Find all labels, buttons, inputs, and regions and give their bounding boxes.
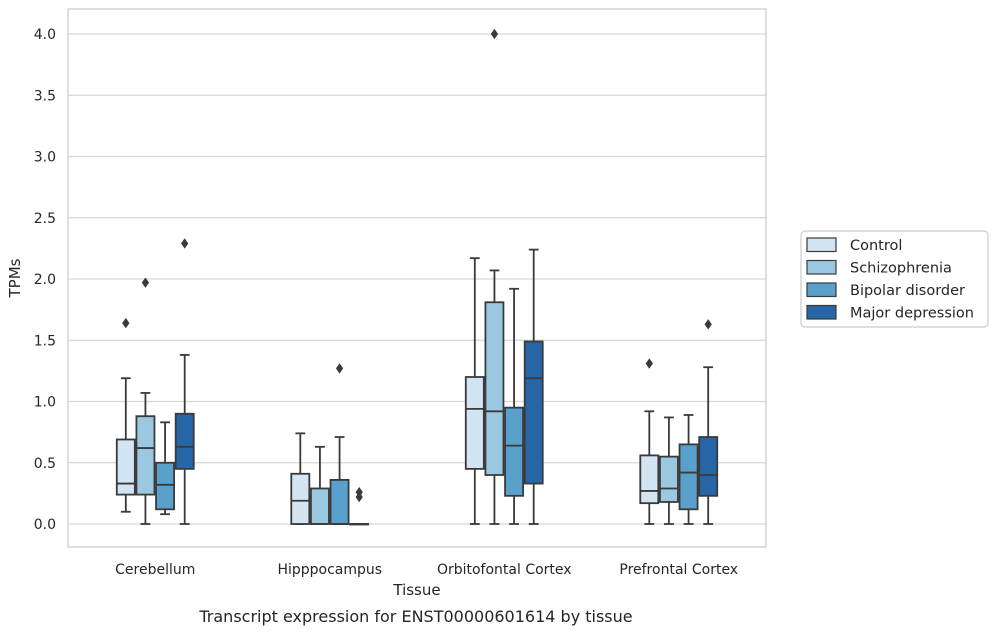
box-major-depression-cerebellum [174, 238, 195, 525]
box-control-hipppocampus [290, 432, 311, 525]
box-control-prefrontal-cortex [639, 358, 660, 525]
y-axis-title: TPMs [6, 258, 24, 298]
y-tick-label: 3.5 [34, 88, 56, 104]
box-schizophrenia-hipppocampus [310, 445, 330, 525]
outlier-marker [490, 28, 499, 40]
y-tick-label: 1.5 [34, 333, 56, 349]
box-iqr [698, 436, 719, 497]
outlier-marker [645, 358, 653, 369]
box-iqr [678, 443, 699, 511]
outlier-marker [704, 319, 712, 330]
box-bipolar-disorder-prefrontal-cortex [678, 414, 699, 525]
outlier-marker [355, 486, 363, 498]
x-tick-label: Prefrontal Cortex [619, 562, 738, 578]
legend-label: Major depression [850, 306, 974, 322]
y-tick-label: 1.0 [34, 395, 56, 411]
box-iqr [290, 472, 311, 525]
box-iqr [484, 301, 505, 476]
y-tick-labels: 0.0 0.5 1.0 1.5 2.0 2.5 3.0 3.5 4.0 [34, 27, 56, 533]
gridlines [68, 33, 766, 525]
outlier-marker [181, 238, 189, 249]
box-iqr [174, 412, 195, 470]
box-bipolar-disorder-cerebellum [155, 421, 175, 516]
legend-swatch [806, 282, 837, 298]
legend-label: Schizophrenia [850, 261, 952, 277]
y-tick-label: 3.0 [34, 150, 56, 166]
legend-swatch [806, 304, 837, 320]
x-tick-label: Orbitofontal Cortex [437, 562, 572, 578]
legend-label: Bipolar disorder [850, 283, 965, 299]
x-axis-title: Tissue [392, 581, 440, 599]
box-schizophrenia-orbitofontal-cortex [484, 28, 505, 525]
boxes [115, 28, 719, 526]
box-iqr [135, 415, 156, 496]
box-bipolar-disorder-orbitofontal-cortex [504, 287, 524, 525]
box-schizophrenia-prefrontal-cortex [659, 416, 679, 525]
legend-label: Control [850, 238, 902, 254]
legend-frame [800, 230, 989, 328]
box-control-cerebellum [115, 317, 136, 513]
legend-swatch [806, 237, 837, 253]
box-major-depression-orbitofontal-cortex [523, 248, 544, 525]
box-iqr [155, 461, 175, 511]
box-iqr [639, 454, 660, 505]
box-major-depression-hipppocampus [349, 486, 370, 526]
plot-frame [67, 8, 767, 548]
y-tick-label: 4.0 [34, 27, 56, 43]
box-major-depression-prefrontal-cortex [698, 319, 719, 525]
box-iqr [464, 376, 485, 470]
legend-swatch [806, 259, 837, 275]
chart-caption: Transcript expression for ENST0000060161… [198, 607, 632, 626]
x-tick-labels: Cerebellum Hipppocampus Orbitofontal Corte… [115, 562, 738, 578]
box-iqr [659, 455, 679, 503]
y-tick-label: 0.0 [34, 517, 56, 533]
box-iqr [504, 406, 524, 497]
box-bipolar-disorder-hipppocampus [329, 363, 350, 525]
box-iqr [329, 478, 350, 525]
x-tick-label: Hipppocampus [277, 562, 382, 578]
y-tick-label: 2.0 [34, 272, 56, 288]
box-control-orbitofontal-cortex [464, 257, 485, 525]
outlier-marker [122, 317, 130, 329]
y-tick-label: 0.5 [34, 456, 56, 472]
box-iqr [115, 438, 136, 496]
y-tick-label: 2.5 [34, 211, 56, 227]
outlier-marker [141, 277, 150, 288]
x-tick-label: Cerebellum [115, 562, 195, 578]
legend: Control Schizophrenia Bipolar disorder Majo… [800, 230, 989, 328]
outlier-marker [335, 363, 344, 374]
box-iqr [310, 487, 330, 525]
box-schizophrenia-cerebellum [135, 277, 156, 525]
box-iqr [523, 340, 544, 485]
